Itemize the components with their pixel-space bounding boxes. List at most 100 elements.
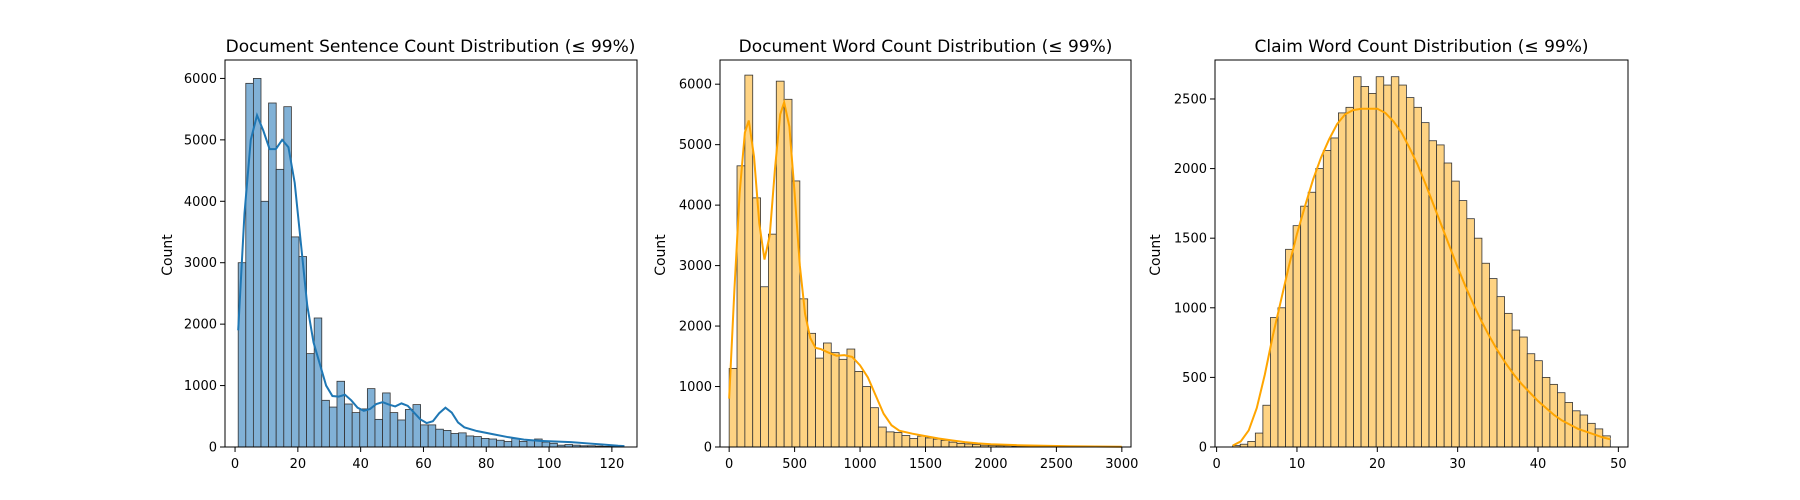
histogram-bar xyxy=(1292,225,1302,448)
histogram-bar xyxy=(1481,262,1490,448)
y-tick-label: 6000 xyxy=(184,72,217,87)
histogram-bar xyxy=(275,168,285,448)
histogram-bar xyxy=(807,332,816,448)
x-tick-label: 1500 xyxy=(909,457,942,472)
y-axis-label: Count xyxy=(160,234,176,276)
histogram-bar xyxy=(306,353,315,448)
histogram-bar xyxy=(313,317,323,448)
histogram-bar xyxy=(1421,122,1430,448)
plot-area: 0 20 40 60 80 100 120 0 1000 2000 3000 4000 5000 6000 xyxy=(184,59,638,472)
histogram-bar xyxy=(1300,205,1309,448)
histogram-bar xyxy=(956,442,966,448)
histogram-bar xyxy=(940,439,950,448)
histogram-bar xyxy=(901,435,911,448)
plot-area: 0 500 1000 1500 2000 2500 3000 0 1000 2000 3000 400… xyxy=(679,59,1138,472)
x-tick-label: 0 xyxy=(1212,457,1220,472)
histogram-bar xyxy=(1338,112,1347,448)
histogram-bar xyxy=(389,412,399,448)
histogram-bar xyxy=(1511,329,1521,448)
y-tick-label: 4000 xyxy=(679,199,712,214)
histogram-bar xyxy=(336,380,345,448)
x-tick-label: 120 xyxy=(599,457,624,472)
y-tick-label: 5000 xyxy=(184,133,217,148)
histogram-bar xyxy=(442,430,452,448)
histogram-bar xyxy=(374,418,383,448)
axes-frame xyxy=(1214,59,1629,448)
y-tick-label: 500 xyxy=(1182,371,1207,386)
histogram-bar xyxy=(846,348,856,448)
histogram-bar xyxy=(1322,150,1332,448)
histogram-bar xyxy=(760,286,769,448)
histogram-bar xyxy=(1466,218,1475,448)
x-tick-label: 3000 xyxy=(1105,457,1138,472)
y-axis-label: Count xyxy=(1148,234,1164,276)
chart-panel-sentence-count: Document Sentence Count Distribution (≤ … xyxy=(160,37,638,472)
histogram-bar xyxy=(948,441,958,448)
histogram-bar xyxy=(480,437,490,448)
x-tick-label: 2500 xyxy=(1040,457,1073,472)
histogram-bar xyxy=(1345,106,1354,448)
histogram-bar xyxy=(1247,441,1256,448)
histogram-bar xyxy=(252,78,262,448)
x-tick-label: 500 xyxy=(782,457,807,472)
axes-frame xyxy=(224,59,638,448)
histogram-bar xyxy=(1436,144,1445,448)
histogram-bar xyxy=(1254,432,1264,448)
y-tick-label: 1000 xyxy=(679,380,712,395)
x-tick-label: 30 xyxy=(1449,457,1466,472)
y-tick-label: 2000 xyxy=(184,318,217,333)
histogram-bar xyxy=(404,409,414,448)
x-tick-label: 0 xyxy=(725,457,733,472)
histogram-bar xyxy=(1390,76,1400,448)
histogram-bar xyxy=(1383,84,1392,448)
histogram-bar xyxy=(1504,312,1513,448)
histogram-bar xyxy=(893,432,903,448)
x-tick-label: 80 xyxy=(478,457,495,472)
y-tick-label: 6000 xyxy=(679,78,712,93)
histogram-bar xyxy=(351,412,361,448)
x-tick-label: 100 xyxy=(537,457,562,472)
kde-line xyxy=(728,98,1122,448)
x-tick-label: 20 xyxy=(1369,457,1386,472)
x-tick-label: 10 xyxy=(1289,457,1306,472)
histogram-bar xyxy=(503,441,513,448)
y-tick-label: 0 xyxy=(1199,441,1207,456)
histogram-bar xyxy=(1489,278,1498,448)
histogram-bar xyxy=(815,357,824,448)
histogram-bar xyxy=(397,419,406,448)
histogram-bar xyxy=(838,358,848,448)
y-tick-label: 2000 xyxy=(679,320,712,335)
x-tick-label: 1000 xyxy=(844,457,877,472)
histogram-bar xyxy=(768,233,777,448)
histogram-bar xyxy=(1330,137,1339,448)
histogram-bar xyxy=(1307,191,1317,448)
histogram-bar xyxy=(427,424,437,448)
histogram-bar xyxy=(1353,76,1362,448)
histogram-bar xyxy=(435,428,444,448)
kde-line xyxy=(237,112,625,448)
y-tick-label: 1000 xyxy=(184,379,217,394)
histogram-bar xyxy=(328,406,338,448)
histogram-bar xyxy=(450,433,459,448)
histogram-bar xyxy=(909,438,919,448)
chart-panel-claim-word-count: Claim Word Count Distribution (≤ 99%) Co… xyxy=(1148,37,1629,472)
histogram-bar xyxy=(344,403,353,448)
y-tick-label: 1000 xyxy=(1174,301,1207,316)
chart-title: Document Word Count Distribution (≤ 99%) xyxy=(739,37,1113,57)
histogram-bar xyxy=(1541,376,1551,448)
histogram-bar xyxy=(260,200,269,448)
histogram-bar xyxy=(488,438,497,448)
kde-line xyxy=(1232,107,1611,447)
chart-title: Document Sentence Count Distribution (≤ … xyxy=(226,37,636,57)
x-tick-label: 40 xyxy=(352,457,369,472)
x-tick-label: 2000 xyxy=(974,457,1007,472)
histogram-bar xyxy=(752,197,761,448)
histogram-bar xyxy=(1526,353,1536,448)
histogram-bar xyxy=(549,442,558,448)
histogram-bar xyxy=(870,407,879,448)
y-axis-label: Count xyxy=(653,234,669,276)
histogram-bar xyxy=(1368,93,1377,448)
histogram-bar xyxy=(496,439,505,448)
